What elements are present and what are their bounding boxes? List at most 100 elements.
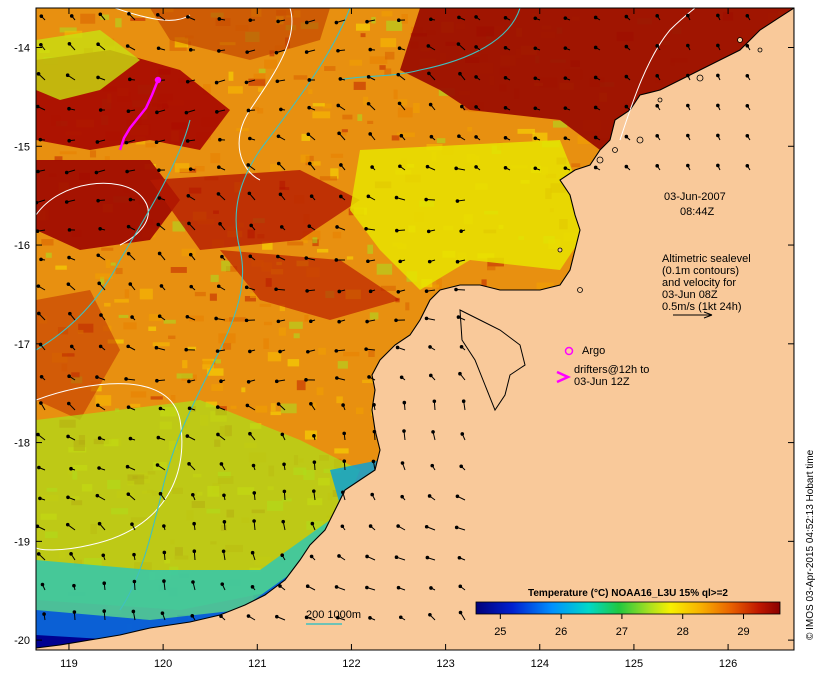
velocity-arrow-head (304, 378, 308, 382)
sst-pixel (257, 108, 264, 114)
velocity-arrow-head (474, 75, 478, 79)
sst-pixel (397, 107, 413, 118)
velocity-arrow-head (222, 520, 227, 524)
velocity-arrow-head (96, 198, 100, 203)
velocity-arrow-head (428, 345, 432, 349)
sst-pixel (304, 315, 309, 322)
velocity-arrow-head (309, 194, 314, 199)
velocity-arrow-head (686, 13, 690, 18)
velocity-arrow-head (65, 73, 70, 77)
velocity-arrow-head (186, 15, 190, 19)
sst-pixel (124, 289, 130, 298)
drifter-label: drifters@12h to (574, 364, 649, 376)
velocity-arrow-head (282, 462, 286, 467)
velocity-arrow-head (474, 165, 478, 169)
velocity-arrow-head (187, 379, 191, 384)
velocity-arrow-head (686, 43, 690, 48)
sst-pixel (55, 265, 67, 270)
velocity-arrow-head (563, 166, 568, 170)
bathymetry-legend: 200 1000m (306, 609, 361, 625)
sst-pixel (105, 259, 111, 269)
sst-pixel (289, 321, 303, 329)
sst-pixel (401, 14, 408, 24)
lon-tick-label: 121 (248, 658, 266, 670)
velocity-arrow-head (36, 229, 40, 234)
colorbar-tick-label: 26 (555, 626, 567, 638)
drifter-label: 03-Jun 12Z (574, 376, 630, 388)
velocity-arrow-head (126, 405, 131, 409)
sst-pixel (236, 128, 249, 132)
sst-pixel (206, 368, 224, 376)
velocity-arrow-head (191, 493, 195, 497)
velocity-arrow-head (126, 344, 130, 349)
velocity-arrow-head (400, 494, 404, 499)
velocity-arrow-head (457, 134, 461, 139)
velocity-arrow-head (428, 102, 433, 107)
velocity-arrow-head (624, 44, 629, 49)
velocity-arrow-head (396, 289, 401, 294)
velocity-arrow-head (394, 228, 399, 233)
velocity-arrow-head (218, 221, 222, 226)
sst-pixel (379, 65, 386, 70)
sst-pixel (384, 51, 395, 60)
velocity-arrow-head (395, 345, 400, 350)
velocity-arrow-head (125, 44, 130, 48)
velocity-arrow-head (128, 197, 133, 202)
velocity-arrow-head (655, 44, 660, 48)
velocity-arrow-head (624, 164, 629, 169)
velocity-arrow-head (455, 494, 460, 499)
lat-tick-label: -15 (14, 141, 30, 153)
sst-pixel (368, 349, 375, 357)
velocity-arrow-head (99, 313, 103, 317)
sst-pixel (181, 248, 196, 257)
lon-tick-label: 124 (531, 658, 549, 670)
velocity-arrow-head (64, 200, 69, 204)
velocity-arrow-head (364, 226, 368, 231)
velocity-arrow-head (336, 48, 340, 53)
velocity-arrow-head (154, 345, 159, 350)
argo-label: Argo (582, 345, 605, 357)
velocity-arrow-head (305, 584, 310, 589)
velocity-arrow-head (429, 586, 433, 590)
bathymetry-label: 200 1000m (306, 609, 361, 621)
velocity-arrow-head (745, 13, 750, 18)
velocity-arrow-head (185, 314, 190, 319)
velocity-arrow-head (278, 349, 282, 354)
velocity-arrow-head (215, 349, 220, 353)
velocity-arrow-head (187, 406, 192, 411)
velocity-arrow-head (425, 555, 430, 560)
sst-pixel (115, 408, 120, 412)
velocity-arrow-head (156, 435, 161, 440)
velocity-arrow-head (274, 379, 279, 384)
velocity-arrow-head (397, 101, 402, 106)
velocity-arrow-head (246, 379, 251, 384)
colorbar-tick-label: 27 (616, 626, 628, 638)
velocity-arrow-head (126, 224, 131, 229)
velocity-arrow-head (716, 73, 720, 78)
velocity-arrow-head (624, 14, 629, 19)
drifter-marker-icon (556, 370, 572, 384)
velocity-arrow-head (366, 101, 371, 106)
velocity-arrow-head (64, 170, 69, 175)
velocity-arrow-head (745, 103, 750, 108)
sst-pixel (293, 75, 308, 80)
velocity-arrow-head (429, 17, 433, 22)
lon-tick-label: 122 (342, 658, 360, 670)
velocity-arrow-head (276, 161, 281, 166)
lon-tick-label: 120 (154, 658, 172, 670)
velocity-arrow-head (306, 349, 310, 354)
velocity-arrow-head (276, 402, 281, 406)
sst-pixel (396, 132, 415, 138)
velocity-arrow-head (366, 75, 371, 79)
sst-pixel (163, 319, 176, 324)
lat-tick-label: -19 (14, 536, 30, 548)
velocity-arrow-head (157, 314, 162, 319)
lat-tick-label: -17 (14, 339, 30, 351)
velocity-arrow-head (454, 525, 459, 530)
sst-pixel (319, 176, 338, 181)
velocity-arrow-head (366, 259, 370, 264)
bathymetry-contours (36, 8, 521, 611)
sst-pixel (381, 11, 393, 17)
velocity-arrow-head (655, 134, 660, 138)
velocity-arrow-head (245, 50, 249, 54)
